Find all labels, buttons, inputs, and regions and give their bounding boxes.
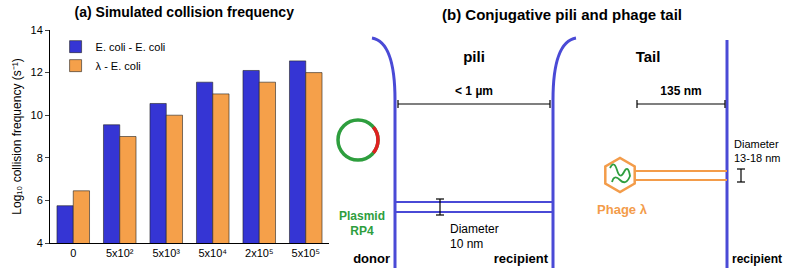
svg-text:4: 4 (37, 237, 43, 249)
svg-text:6: 6 (37, 194, 43, 206)
svg-text:Tail: Tail (636, 48, 661, 65)
svg-text:13-18 nm: 13-18 nm (734, 152, 780, 164)
svg-text:Log₁₀ collision frequency (s⁻¹: Log₁₀ collision frequency (s⁻¹) (10, 58, 24, 214)
svg-text:E. coli - E. coli: E. coli - E. coli (96, 41, 166, 53)
svg-text:5x10³: 5x10³ (152, 247, 180, 259)
svg-text:10: 10 (31, 109, 43, 121)
svg-text:Diameter: Diameter (734, 138, 779, 150)
svg-text:5x10⁴: 5x10⁴ (198, 247, 227, 259)
svg-text:8: 8 (37, 152, 43, 164)
svg-text:135 nm: 135 nm (660, 84, 701, 98)
svg-text:< 1 µm: < 1 µm (455, 84, 493, 98)
svg-text:Plasmid: Plasmid (339, 209, 385, 223)
svg-text:5x10²: 5x10² (106, 247, 134, 259)
svg-text:2x10⁵: 2x10⁵ (245, 247, 273, 259)
svg-text:Phage λ: Phage λ (597, 202, 648, 217)
svg-text:donor: donor (353, 251, 390, 266)
svg-text:RP4: RP4 (350, 224, 374, 238)
svg-text:Diameter: Diameter (450, 222, 499, 236)
svg-text:recipient: recipient (494, 251, 549, 266)
svg-text:recipient: recipient (732, 252, 782, 266)
svg-text:(b) Conjugative pili and phage: (b) Conjugative pili and phage tail (442, 6, 682, 23)
svg-text:12: 12 (31, 66, 43, 78)
svg-text:λ - E. coli: λ - E. coli (96, 60, 141, 72)
svg-text:(a) Simulated collision freque: (a) Simulated collision frequency (75, 4, 295, 20)
svg-text:5x10⁵: 5x10⁵ (292, 247, 320, 259)
svg-text:14: 14 (31, 24, 43, 36)
svg-text:0: 0 (70, 247, 76, 259)
svg-text:pili: pili (463, 48, 485, 65)
svg-text:10 nm: 10 nm (450, 237, 483, 251)
